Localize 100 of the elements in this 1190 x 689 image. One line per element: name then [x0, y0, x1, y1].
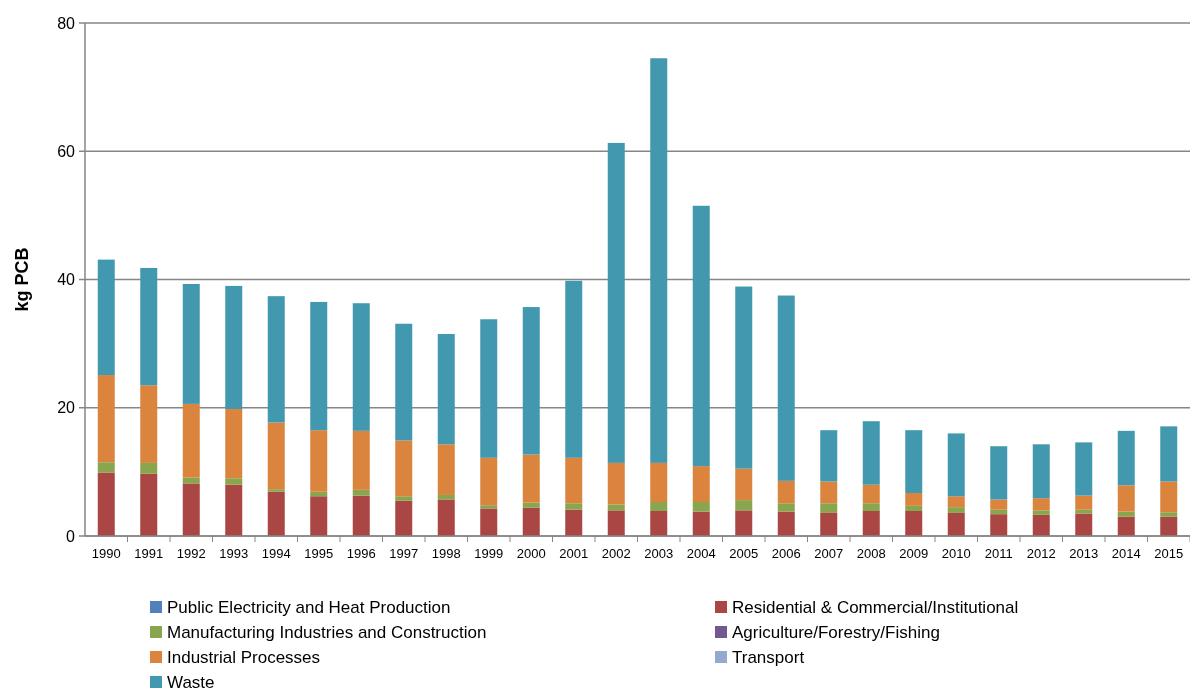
- y-tick-label: 20: [57, 399, 76, 417]
- x-tick-label: 1996: [346, 546, 376, 561]
- x-tick-label: 1999: [474, 546, 504, 561]
- bar: [395, 440, 413, 497]
- bar: [395, 496, 413, 501]
- bar: [225, 285, 243, 410]
- bar: [820, 503, 838, 513]
- bar: [777, 511, 795, 536]
- bar: [820, 512, 838, 536]
- x-tick-label: 2001: [559, 546, 589, 561]
- x-tick-label: 2006: [771, 546, 801, 561]
- bar: [565, 457, 583, 504]
- bar: [437, 444, 455, 495]
- bar: [437, 499, 455, 536]
- x-tick-label: 1993: [219, 546, 249, 561]
- bar: [650, 510, 668, 536]
- x-tick-label: 2003: [644, 546, 674, 561]
- bar: [182, 283, 200, 404]
- bar: [352, 303, 370, 431]
- legend-label: Waste: [167, 672, 215, 689]
- bar: [140, 385, 158, 463]
- legend-label: Public Electricity and Heat Production: [167, 597, 451, 617]
- bar: [820, 430, 838, 482]
- bar: [650, 462, 668, 503]
- bar: [607, 462, 625, 505]
- bar: [267, 422, 285, 490]
- bar: [352, 489, 370, 496]
- legend-label: Industrial Processes: [167, 647, 321, 667]
- bar: [267, 296, 285, 423]
- bar: [225, 409, 243, 479]
- bar: [310, 430, 328, 492]
- bar: [225, 478, 243, 485]
- bar: [522, 307, 540, 455]
- bar: [820, 481, 838, 504]
- y-tick-label: 40: [57, 271, 76, 289]
- bar: [607, 510, 625, 536]
- bar: [777, 503, 795, 512]
- bar: [565, 280, 583, 458]
- bar: [97, 375, 115, 463]
- x-tick-label: 1990: [91, 546, 121, 561]
- bar: [607, 142, 625, 463]
- bar: [947, 507, 965, 513]
- bar: [990, 514, 1008, 536]
- bar: [862, 484, 880, 504]
- bar: [735, 500, 753, 511]
- x-tick-label: 1994: [261, 546, 291, 561]
- bar: [905, 430, 923, 494]
- bar: [310, 301, 328, 431]
- x-tick-label: 2008: [856, 546, 886, 561]
- legend-label: Residential & Commercial/Institutional: [732, 597, 1019, 617]
- x-tick-label: 2013: [1069, 546, 1099, 561]
- bar: [1160, 516, 1178, 536]
- bar: [1117, 485, 1135, 512]
- legend-label: Transport: [732, 647, 805, 667]
- y-axis-title: kg PCB: [12, 247, 32, 312]
- bar: [1075, 509, 1093, 514]
- bar: [1075, 495, 1093, 510]
- x-tick-label: 1992: [176, 546, 206, 561]
- bar: [97, 462, 115, 473]
- x-tick-label: 2014: [1111, 546, 1141, 561]
- bar: [1117, 430, 1135, 486]
- bar: [225, 484, 243, 536]
- x-tick-label: 1997: [389, 546, 419, 561]
- bar: [1032, 498, 1050, 511]
- x-tick-label: 2007: [814, 546, 844, 561]
- bar: [182, 483, 200, 536]
- x-tick-label: 2012: [1026, 546, 1056, 561]
- bar: [905, 505, 923, 511]
- bar: [1075, 513, 1093, 536]
- bar: [990, 499, 1008, 510]
- bar: [1160, 426, 1178, 482]
- x-tick-label: 2015: [1154, 546, 1184, 561]
- bar: [352, 430, 370, 490]
- bar: [862, 421, 880, 485]
- bar: [565, 509, 583, 536]
- bar: [735, 510, 753, 536]
- bar: [692, 205, 710, 467]
- bar: [352, 495, 370, 536]
- bar: [862, 510, 880, 536]
- bar: [692, 466, 710, 503]
- x-tick-label: 2002: [601, 546, 631, 561]
- bar: [140, 267, 158, 386]
- bar: [480, 505, 498, 509]
- bar: [565, 503, 583, 510]
- bar: [395, 500, 413, 536]
- bar: [522, 454, 540, 503]
- bar: [1032, 514, 1050, 536]
- bar: [437, 334, 455, 445]
- bar: [692, 511, 710, 536]
- bar: [97, 259, 115, 376]
- bar: [650, 502, 668, 511]
- x-tick-label: 2000: [516, 546, 546, 561]
- bar: [480, 319, 498, 458]
- x-tick-label: 1995: [304, 546, 334, 561]
- bar: [1032, 444, 1050, 499]
- bar: [905, 510, 923, 536]
- bar: [140, 473, 158, 536]
- bar: [267, 491, 285, 536]
- bar: [777, 480, 795, 504]
- bar: [947, 433, 965, 497]
